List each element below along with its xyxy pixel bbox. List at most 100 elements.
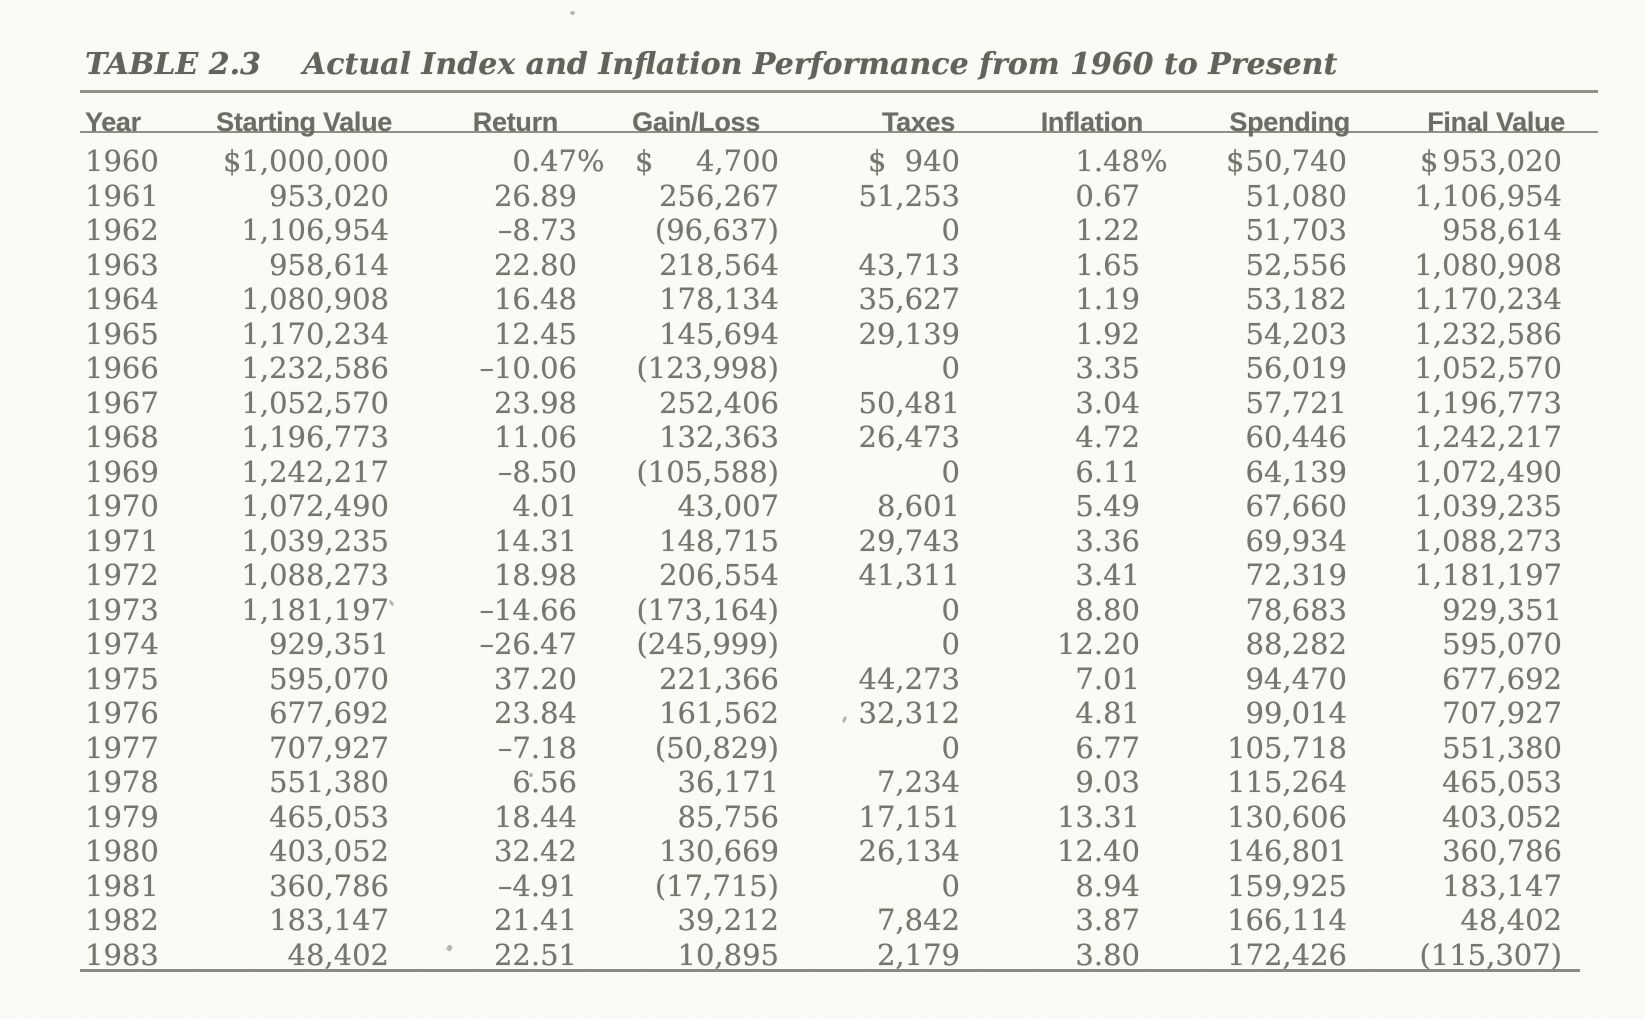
cell-inflation: 3.41 [1075, 558, 1140, 592]
cell-starting-value: 958,614 [269, 247, 389, 282]
cell-return: 6.56 [512, 765, 577, 799]
cell-final-value: $953,020 [1420, 144, 1562, 178]
cell-year: 1979 [85, 799, 159, 834]
cell-starting-value: 595,070 [269, 661, 389, 696]
cell-return: –4.91 [497, 868, 577, 903]
cell-inflation: 1.19 [1075, 282, 1140, 316]
cell-final-value: 1,039,235 [1414, 489, 1562, 523]
cell-spending: 53,182 [1245, 282, 1347, 316]
cell-starting-value: 1,052,570 [241, 385, 389, 420]
cell-starting-value: 183,147 [269, 903, 389, 937]
cell-gain-loss: (17,715) [654, 868, 779, 903]
cell-return: 32.42 [493, 834, 577, 868]
cell-gain-loss: 10,895 [677, 937, 779, 972]
cell-gain-loss: (105,588) [636, 454, 779, 489]
cell-year: 1965 [85, 316, 159, 351]
cell-return: 4.01 [512, 489, 577, 523]
table-row: 1969 1,242,217 –8.50 (105,588) 0 6.11 64… [85, 455, 1565, 490]
cell-year: 1968 [85, 420, 159, 454]
cell-final-value: 1,106,954 [1414, 178, 1562, 213]
cell-taxes: 7,842 [876, 903, 960, 937]
cell-year: 1982 [85, 903, 159, 937]
table-row: 1964 1,080,908 16.48 178,134 35,627 1.19… [85, 282, 1565, 317]
cell-inflation: 3.80 [1075, 937, 1140, 972]
cell-starting-value: 1,181,197 [241, 592, 389, 627]
cell-gain-loss: (245,999) [636, 627, 779, 661]
cell-taxes: 29,139 [858, 316, 960, 351]
table-row: 1983 48,402 22.51 10,895 2,179 3.80 172,… [85, 938, 1565, 973]
cell-starting-value: 360,786 [269, 868, 389, 903]
table-row: 1973 1,181,197 –14.66 (173,164) 0 8.80 7… [85, 593, 1565, 628]
cell-year: 1980 [85, 834, 159, 868]
cell-final-value: 1,232,586 [1414, 316, 1562, 351]
cell-final-value: 1,080,908 [1414, 247, 1562, 282]
cell-inflation: 9.03 [1075, 765, 1140, 799]
cell-year: 1977 [85, 730, 159, 765]
cell-inflation: 1.22 [1075, 213, 1140, 247]
cell-inflation: 0.67 [1075, 178, 1140, 213]
table-row: 1978 551,380 6.56 36,171 7,234 9.03 115,… [85, 765, 1565, 800]
cell-final-value: 360,786 [1442, 834, 1562, 868]
cell-spending: 166,114 [1227, 903, 1347, 937]
cell-spending: 172,426 [1227, 937, 1347, 972]
cell-final-value: 1,196,773 [1414, 385, 1562, 420]
cell-return: 11.06 [493, 420, 577, 454]
cell-spending: 54,203 [1245, 316, 1347, 351]
cell-return: 18.44 [493, 799, 577, 834]
cell-final-value: 183,147 [1442, 868, 1562, 903]
cell-gain-loss: 43,007 [677, 489, 779, 523]
cell-year: 1975 [85, 661, 159, 696]
table-row: 1974 929,351 –26.47 (245,999) 0 12.20 88… [85, 627, 1565, 662]
table-row: 1977 707,927 –7.18 (50,829) 0 6.77 105,7… [85, 731, 1565, 766]
cell-return: –8.50 [497, 454, 577, 489]
cell-year: 1983 [85, 937, 159, 972]
cell-inflation: 8.80 [1075, 592, 1140, 627]
cell-final-value: 1,052,570 [1414, 351, 1562, 385]
cell-inflation: 3.87 [1075, 903, 1140, 937]
cell-gain-loss: 218,564 [659, 247, 779, 282]
cell-spending: $50,740 [1226, 144, 1347, 178]
table-row: 1966 1,232,586 –10.06 (123,998) 0 3.35 5… [85, 351, 1565, 386]
cell-taxes: $940 [868, 144, 960, 178]
cell-return: 16.48 [493, 282, 577, 316]
cell-inflation: 3.04 [1075, 385, 1140, 420]
cell-taxes: 32,312 [858, 696, 960, 730]
cell-starting-value: 465,053 [269, 799, 389, 834]
cell-final-value: 1,181,197 [1414, 558, 1562, 592]
table-row: 1967 1,052,570 23.98 252,406 50,481 3.04… [85, 386, 1565, 421]
cell-year: 1971 [85, 523, 159, 558]
cell-final-value: 1,088,273 [1414, 523, 1562, 558]
cell-return: –10.06 [479, 351, 577, 385]
cell-return: 37.20 [493, 661, 577, 696]
cell-return: 18.98 [493, 558, 577, 592]
cell-taxes: 0 [941, 868, 960, 903]
cell-gain-loss: 178,134 [659, 282, 779, 316]
cell-starting-value: 1,080,908 [241, 282, 389, 316]
table-row: 1965 1,170,234 12.45 145,694 29,139 1.92… [85, 317, 1565, 352]
cell-starting-value: 1,232,586 [241, 351, 389, 385]
cell-taxes: 35,627 [858, 282, 960, 316]
rule-top [80, 90, 1598, 93]
cell-year: 1969 [85, 454, 159, 489]
cell-starting-value: 929,351 [269, 627, 389, 661]
cell-year: 1974 [85, 627, 159, 661]
cell-return: 14.31 [493, 523, 577, 558]
cell-spending: 57,721 [1245, 385, 1347, 420]
cell-return: –26.47 [479, 627, 577, 661]
cell-inflation: 1.48% [1075, 144, 1168, 178]
cell-spending: 60,446 [1245, 420, 1347, 454]
cell-year: 1964 [85, 282, 159, 316]
performance-table: Year Starting Value Return Gain/Loss Tax… [85, 94, 1565, 972]
table-row: 1970 1,072,490 4.01 43,007 8,601 5.49 67… [85, 489, 1565, 524]
cell-year: 1966 [85, 351, 159, 385]
cell-starting-value: 1,072,490 [241, 489, 389, 523]
cell-taxes: 0 [941, 627, 960, 661]
col-header-return: Return [472, 107, 559, 137]
cell-spending: 130,606 [1227, 799, 1347, 834]
cell-return: 12.45 [493, 316, 577, 351]
cell-final-value: 677,692 [1442, 661, 1562, 696]
cell-spending: 69,934 [1245, 523, 1347, 558]
rule-bottom [80, 969, 1580, 972]
cell-spending: 159,925 [1227, 868, 1347, 903]
table-row: 1982 183,147 21.41 39,212 7,842 3.87 166… [85, 903, 1565, 938]
